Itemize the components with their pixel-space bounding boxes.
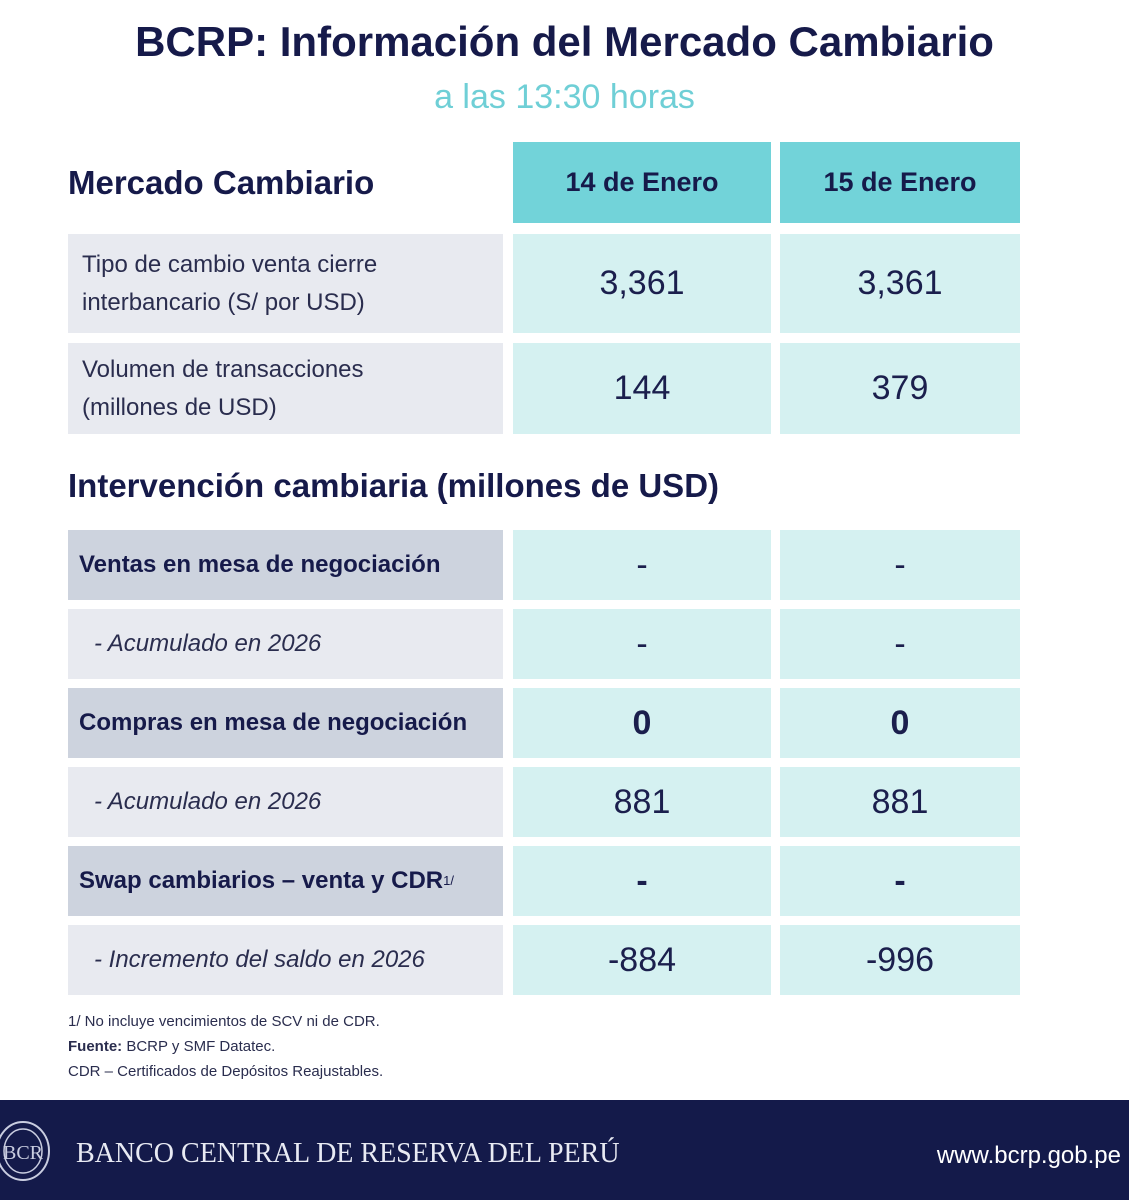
exchange-rate-value-1: 3,361 [513, 234, 771, 333]
sales-accum-value-2: - [780, 609, 1020, 679]
swap-increase-value-2: -996 [780, 925, 1020, 995]
source-note: Fuente: BCRP y SMF Datatec. [68, 1038, 275, 1055]
bcrp-logo-icon: BCR [0, 1121, 50, 1181]
label-line: (millones de USD) [82, 393, 277, 421]
sales-value-2: - [780, 530, 1020, 600]
label-line: interbancario (S/ por USD) [82, 288, 365, 316]
source-label: Fuente: [68, 1038, 123, 1055]
page-subtitle: a las 13:30 horas [434, 78, 695, 116]
purchases-value-2: 0 [780, 688, 1020, 758]
purchases-accum-label: - Acumulado en 2026 [68, 767, 503, 837]
sales-value-1: - [513, 530, 771, 600]
volume-label: Volumen de transacciones (millones de USD… [68, 343, 503, 434]
sales-accum-value-1: - [513, 609, 771, 679]
swap-increase-label: - Incremento del saldo en 2026 [68, 925, 503, 995]
exchange-rate-value-2: 3,361 [780, 234, 1020, 333]
sales-accum-label: - Acumulado en 2026 [68, 609, 503, 679]
sales-label: Ventas en mesa de negociación [68, 530, 503, 600]
volume-value-2: 379 [780, 343, 1020, 434]
purchases-label: Compras en mesa de negociación [68, 688, 503, 758]
purchases-accum-value-1: 881 [513, 767, 771, 837]
label-line: Volumen de transacciones [82, 355, 364, 383]
footnote-1: 1/ No incluye vencimientos de SCV ni de … [68, 1013, 380, 1030]
website-link[interactable]: www.bcrp.gob.pe [936, 1142, 1121, 1169]
swap-value-1: - [513, 846, 771, 916]
footnote-marker: 1/ [443, 873, 454, 888]
label-line: Tipo de cambio venta cierre [82, 250, 378, 278]
page-title: BCRP: Información del Mercado Cambiario [135, 18, 994, 65]
cdr-note: CDR – Certificados de Depósitos Reajusta… [68, 1063, 384, 1080]
purchases-accum-value-2: 881 [780, 767, 1020, 837]
volume-value-1: 144 [513, 343, 771, 434]
footer [0, 1100, 1129, 1200]
column-header-1: 14 de Enero [513, 142, 771, 223]
intervention-heading: Intervención cambiaria (millones de USD) [68, 467, 720, 504]
svg-text:BCR: BCR [3, 1142, 44, 1164]
swap-value-2: - [780, 846, 1020, 916]
swap-label-text: Swap cambiarios – venta y CDR [79, 867, 444, 894]
bank-name: BANCO CENTRAL DE RESERVA DEL PERÚ [76, 1138, 620, 1169]
market-heading: Mercado Cambiario [68, 164, 375, 201]
swap-increase-value-1: -884 [513, 925, 771, 995]
column-header-2: 15 de Enero [780, 142, 1020, 223]
swap-label: Swap cambiarios – venta y CDR 1/ [68, 846, 503, 916]
exchange-rate-label: Tipo de cambio venta cierre interbancario… [68, 234, 503, 333]
source-text: BCRP y SMF Datatec. [122, 1038, 276, 1055]
purchases-value-1: 0 [513, 688, 771, 758]
